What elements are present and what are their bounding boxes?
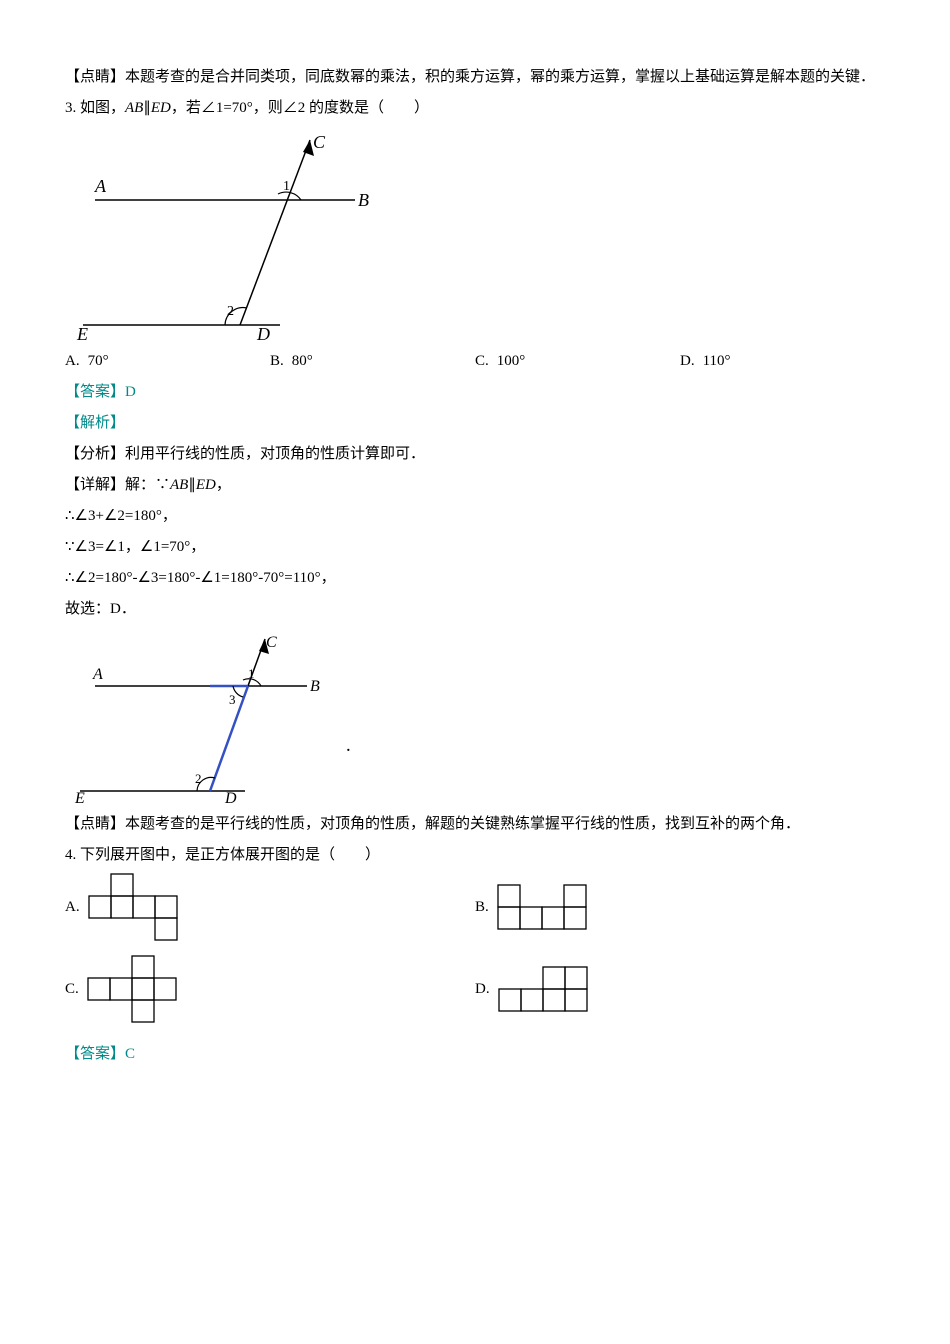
q3-detail-3: ∴∠2=180°-∠3=180°-∠1=180°-70°=110°， [65,565,885,592]
q3-stem: 3. 如图，AB∥ED，若∠1=70°，则∠2 的度数是（ ） [65,95,885,122]
q3-stem-prefix: 3. 如图， [65,100,125,116]
q3-answer: 【答案】D [65,379,885,406]
angle2-3: 3 [229,692,236,707]
q4-stem: 4. 下列展开图中，是正方体展开图的是（ ） [65,842,885,869]
q3-opt-b: B.80° [270,348,475,375]
q3-opt-a: A.70° [65,348,270,375]
q3-analysis-label: 【解析】 [65,410,885,437]
q4-opt-b: B. [475,873,885,941]
q3-answer-value: D [125,384,136,400]
q2-closing: 【点睛】本题考查的是合并同类项，同底数幂的乘法，积的乘方运算，幂的乘方运算，掌握… [65,64,885,91]
q3-opt-c: C.100° [475,348,680,375]
label-C: C [313,132,326,152]
q3-diagram-1: A B C D E 1 2 [65,130,885,340]
label-E: E [76,324,88,340]
q3-answer-label: 【答案】 [65,384,125,400]
q4-answer-value: C [125,1046,135,1062]
net-c [87,955,177,1023]
q3-parallel: ∥ [143,100,151,116]
q3-opt-d: D.110° [680,348,885,375]
net-d [498,966,588,1012]
q3-diagram-2: A B C D E 1 3 2 ． [65,631,885,803]
q3-detail-4: 故选：D． [65,596,885,623]
q4-options: A. B. C. D. [65,873,885,1037]
angle-1: 1 [283,179,290,194]
q3-fenxi: 【分析】利用平行线的性质，对顶角的性质计算即可． [65,441,885,468]
label-D: D [256,324,270,340]
label-A: A [94,176,107,196]
q4-opt-a: A. [65,873,475,941]
q3-stem-suffix: ，若∠1=70°，则∠2 的度数是（ ） [171,100,429,116]
label-B: B [358,190,369,210]
q3-options: A.70° B.80° C.100° D.110° [65,348,885,375]
q4-opt-c: C. [65,955,475,1023]
q3-detail-0: 【详解】解：∵AB∥ED， [65,472,885,499]
label2-C: C [266,634,277,651]
net-b [497,884,587,930]
q4-answer-label: 【答案】 [65,1046,125,1062]
net-a [88,873,178,941]
label2-D: D [224,790,237,803]
label2-E: E [74,790,85,803]
label2-B: B [310,678,320,695]
q3-dianjing: 【点睛】本题考查的是平行线的性质，对顶角的性质，解题的关键熟练掌握平行线的性质，… [65,811,885,838]
svg-text:．: ． [345,740,359,755]
q3-detail-1: ∴∠3+∠2=180°， [65,503,885,530]
q4-answer: 【答案】C [65,1041,885,1068]
angle-2: 2 [227,304,234,319]
q3-ab: AB [125,100,143,116]
q3-ed: ED [151,100,171,116]
label2-A: A [92,666,103,683]
angle2-1: 1 [248,666,255,681]
angle2-2: 2 [195,771,202,786]
q4-opt-d: D. [475,955,885,1023]
q3-detail-2: ∵∠3=∠1，∠1=70°， [65,534,885,561]
